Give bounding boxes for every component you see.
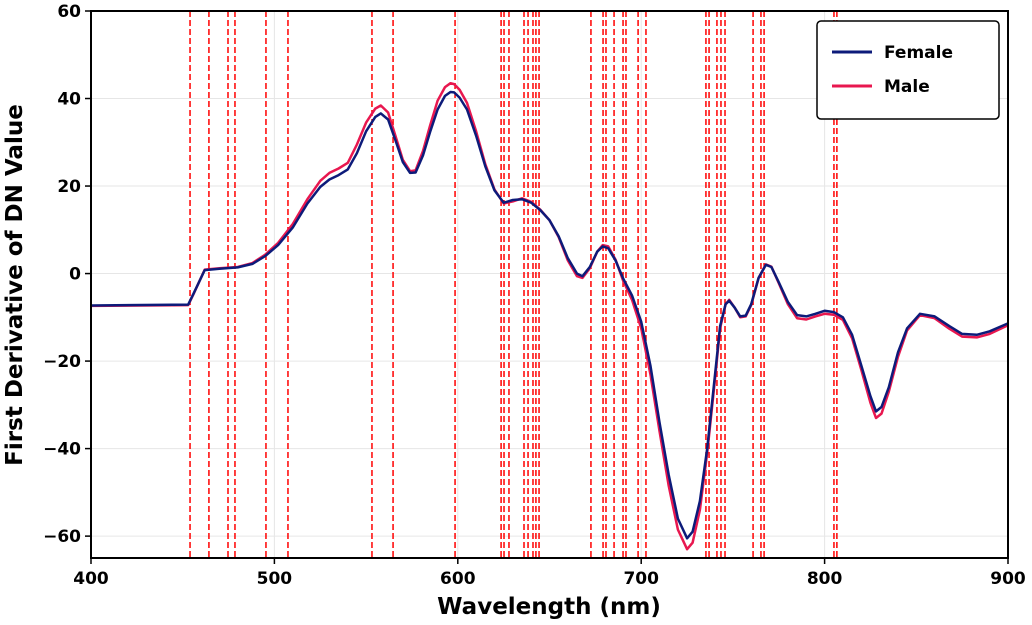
x-tick-label: 500	[257, 569, 293, 589]
legend-label-female: Female	[884, 43, 953, 63]
x-tick-label: 600	[440, 569, 476, 589]
y-tick-label: 40	[57, 90, 81, 110]
y-axis-label: First Derivative of DN Value	[2, 104, 28, 466]
legend-box	[816, 20, 1000, 120]
y-tick-label: −20	[43, 352, 81, 372]
series-lines	[90, 81, 1009, 551]
legend: Female Male	[816, 20, 1000, 120]
series-line-female	[90, 90, 1009, 540]
x-tick-label: 900	[990, 569, 1026, 589]
x-tick-label: 400	[73, 569, 109, 589]
y-tick-label: 20	[57, 177, 81, 197]
x-axis-label: Wavelength (nm)	[437, 594, 661, 620]
vertical-markers	[189, 11, 838, 558]
x-tick-label: 700	[623, 569, 659, 589]
y-tick-label: 0	[69, 265, 81, 285]
x-tick-label: 800	[807, 569, 843, 589]
legend-label-male: Male	[884, 77, 930, 97]
y-tick-label: 60	[57, 2, 81, 22]
y-tick-label: −60	[43, 527, 81, 547]
series-line-male	[90, 81, 1009, 551]
plot-frame	[90, 10, 1009, 559]
y-tick-label: −40	[43, 440, 81, 460]
x-ticks: 400 500 600 700 800 900	[73, 558, 1026, 589]
y-ticks: −60 −40 −20 0 20 40 60	[43, 2, 91, 547]
